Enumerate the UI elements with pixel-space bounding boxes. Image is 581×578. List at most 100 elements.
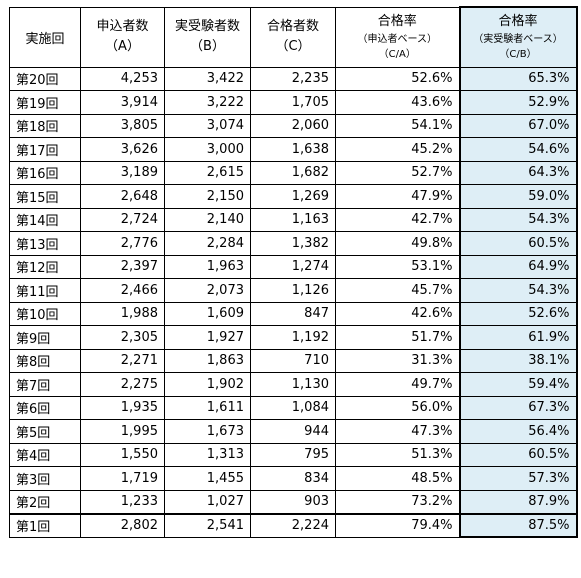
passers-cell: 1,382 [250,231,336,256]
rate-applicants-cell: 42.7% [335,207,460,232]
round-cell: 第4回 [9,442,81,467]
header-rate-examinees-basis: （実受験者ベース） [473,34,563,46]
results-table-container: 実施回 申込者数 （A） 実受験者数 （B） 合格者数 （C） 合格率 （申込者… [9,6,578,538]
applicants-cell: 1,719 [80,466,165,491]
rate-examinees-cell: 60.5% [458,442,578,467]
applicants-cell: 1,995 [80,419,165,444]
examinees-cell: 1,902 [164,372,251,397]
round-cell: 第2回 [9,489,81,514]
passers-cell: 1,163 [250,207,336,232]
examinees-cell: 3,222 [164,90,251,115]
examinees-cell: 1,963 [164,254,251,279]
examinees-cell: 2,615 [164,160,251,185]
examinees-cell: 1,927 [164,325,251,350]
header-passers-code: （C） [275,39,311,54]
round-cell: 第16回 [9,160,81,185]
round-cell: 第15回 [9,184,81,209]
passers-cell: 847 [250,301,336,326]
round-cell: 第19回 [9,90,81,115]
passers-cell: 2,224 [250,512,336,538]
passers-cell: 710 [250,348,336,373]
rate-examinees-cell: 38.1% [458,348,578,373]
applicants-cell: 2,802 [80,512,165,538]
rate-examinees-cell: 67.0% [458,113,578,138]
examinees-cell: 3,074 [164,113,251,138]
table-row: 第17回 3,626 3,000 1,638 45.2% 54.6% [9,137,578,162]
applicants-cell: 1,988 [80,301,165,326]
examinees-cell: 2,073 [164,278,251,303]
round-cell: 第13回 [9,231,81,256]
rate-applicants-cell: 43.6% [335,90,460,115]
round-cell: 第17回 [9,137,81,162]
table-row: 第13回 2,776 2,284 1,382 49.8% 60.5% [9,231,578,256]
passers-cell: 1,274 [250,254,336,279]
passers-cell: 1,192 [250,325,336,350]
examinees-cell: 1,313 [164,442,251,467]
table-row: 第20回 4,253 3,422 2,235 52.6% 65.3% [9,66,578,91]
rate-applicants-cell: 53.1% [335,254,460,279]
examinees-cell: 3,422 [164,66,251,91]
round-cell: 第6回 [9,395,81,420]
header-round-label: 実施回 [25,31,65,47]
table-row: 第4回 1,550 1,313 795 51.3% 60.5% [9,442,578,467]
header-round: 実施回 [9,6,81,68]
round-cell: 第14回 [9,207,81,232]
rate-applicants-cell: 79.4% [335,512,460,538]
examinees-cell: 2,150 [164,184,251,209]
rate-examinees-cell: 60.5% [458,231,578,256]
header-applicants: 申込者数 （A） [80,6,165,68]
applicants-cell: 3,805 [80,113,165,138]
applicants-cell: 2,466 [80,278,165,303]
passers-cell: 1,682 [250,160,336,185]
header-rate-applicants-label: 合格率 [377,14,417,29]
applicants-cell: 3,626 [80,137,165,162]
rate-applicants-cell: 42.6% [335,301,460,326]
rate-examinees-cell: 64.9% [458,254,578,279]
exam-results-table: 実施回 申込者数 （A） 実受験者数 （B） 合格者数 （C） 合格率 （申込者… [9,6,578,538]
examinees-cell: 1,455 [164,466,251,491]
rate-applicants-cell: 51.3% [335,442,460,467]
header-rate-applicants: 合格率 （申込者ベース） （C/A） [335,6,460,68]
table-row: 第5回 1,995 1,673 944 47.3% 56.4% [9,419,578,444]
header-rate-examinees-label: 合格率 [498,14,538,30]
rate-examinees-cell: 54.3% [458,207,578,232]
table-row: 第19回 3,914 3,222 1,705 43.6% 52.9% [9,90,578,115]
rate-applicants-cell: 31.3% [335,348,460,373]
applicants-cell: 1,935 [80,395,165,420]
rate-examinees-cell: 64.3% [458,160,578,185]
rate-applicants-cell: 47.9% [335,184,460,209]
rate-examinees-cell: 65.3% [458,66,578,91]
rate-applicants-cell: 73.2% [335,489,460,514]
passers-cell: 834 [250,466,336,491]
table-row: 第11回 2,466 2,073 1,126 45.7% 54.3% [9,278,578,303]
table-row: 第3回 1,719 1,455 834 48.5% 57.3% [9,466,578,491]
table-row: 第15回 2,648 2,150 1,269 47.9% 59.0% [9,184,578,209]
round-cell: 第12回 [9,254,81,279]
header-rate-examinees: 合格率 （実受験者ベース） （C/B） [458,6,578,68]
rate-applicants-cell: 47.3% [335,419,460,444]
table-row: 第9回 2,305 1,927 1,192 51.7% 61.9% [9,325,578,350]
rate-examinees-cell: 54.6% [458,137,578,162]
round-cell: 第11回 [9,278,81,303]
table-row: 第8回 2,271 1,863 710 31.3% 38.1% [9,348,578,373]
passers-cell: 1,705 [250,90,336,115]
applicants-cell: 2,724 [80,207,165,232]
header-examinees-label: 実受験者数 [174,19,240,34]
header-passers: 合格者数 （C） [250,6,336,68]
round-cell: 第10回 [9,301,81,326]
passers-cell: 1,269 [250,184,336,209]
applicants-cell: 1,550 [80,442,165,467]
passers-cell: 2,060 [250,113,336,138]
applicants-cell: 2,776 [80,231,165,256]
applicants-cell: 3,189 [80,160,165,185]
passers-cell: 1,126 [250,278,336,303]
examinees-cell: 1,863 [164,348,251,373]
header-rate-examinees-formula: （C/B） [499,49,537,61]
table-row: 第2回 1,233 1,027 903 73.2% 87.9% [9,489,578,514]
round-cell: 第9回 [9,325,81,350]
rate-applicants-cell: 54.1% [335,113,460,138]
table-row: 第6回 1,935 1,611 1,084 56.0% 67.3% [9,395,578,420]
rate-applicants-cell: 48.5% [335,466,460,491]
rate-examinees-cell: 52.9% [458,90,578,115]
table-row: 第16回 3,189 2,615 1,682 52.7% 64.3% [9,160,578,185]
